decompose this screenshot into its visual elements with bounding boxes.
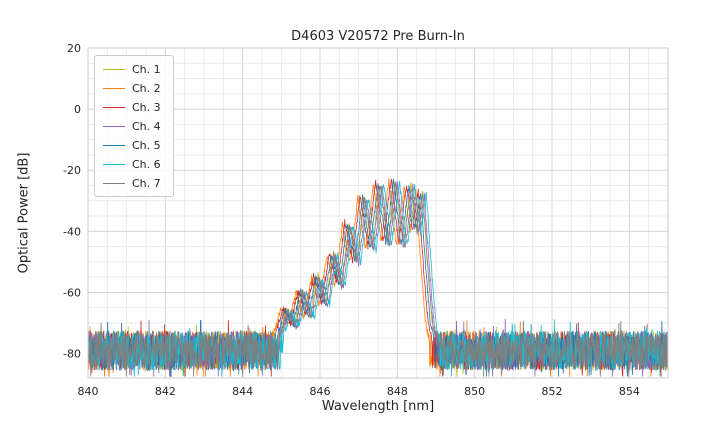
legend-swatch-line (103, 68, 125, 70)
legend-item: Ch. 7 (103, 175, 161, 191)
plot-border (87, 47, 669, 379)
y-tick-label: 0 (74, 103, 81, 116)
y-tick-label: -40 (63, 225, 81, 238)
trace-ch-7 (87, 181, 669, 377)
y-tick-label: 20 (67, 42, 81, 55)
x-tick-label: 848 (387, 385, 408, 398)
x-axis-label: Wavelength [nm] (321, 399, 435, 414)
legend-item: Ch. 1 (103, 61, 161, 77)
x-tick-label: 852 (542, 385, 563, 398)
legend-item: Ch. 6 (103, 156, 161, 172)
legend-swatch-line (103, 87, 125, 89)
legend-swatch-line (103, 163, 125, 165)
x-tick-label: 846 (310, 385, 331, 398)
x-tick-label: 842 (155, 385, 176, 398)
legend-item: Ch. 2 (103, 80, 161, 96)
legend-item: Ch. 4 (103, 118, 161, 134)
legend-label: Ch. 3 (132, 100, 161, 114)
legend-swatch-line (103, 125, 125, 127)
y-tick-label: -20 (63, 164, 81, 177)
legend-label: Ch. 4 (132, 119, 161, 133)
legend-item: Ch. 5 (103, 137, 161, 153)
x-tick-label: 840 (78, 385, 99, 398)
trace-ch-6 (87, 181, 669, 377)
legend-label: Ch. 6 (132, 157, 161, 171)
legend-swatch-line (103, 106, 125, 108)
trace-ch-5 (87, 178, 669, 377)
legend-swatch-line (103, 182, 125, 184)
legend: Ch. 1 Ch. 2 Ch. 3 Ch. 4 Ch. 5 Ch. 6 Ch. 7 (94, 55, 174, 197)
legend-label: Ch. 2 (132, 81, 161, 95)
legend-label: Ch. 1 (132, 62, 161, 76)
x-tick-label: 850 (464, 385, 485, 398)
x-tick-label: 844 (232, 385, 253, 398)
chart-title: D4603 V20572 Pre Burn-In (291, 29, 465, 44)
legend-swatch-line (103, 144, 125, 146)
legend-label: Ch. 5 (132, 138, 161, 152)
x-tick-label: 854 (619, 385, 640, 398)
y-axis-label: Optical Power [dB] (16, 152, 32, 274)
y-tick-label: -60 (63, 286, 81, 299)
legend-item: Ch. 3 (103, 99, 161, 115)
legend-label: Ch. 7 (132, 176, 161, 190)
y-tick-label: -80 (63, 348, 81, 361)
